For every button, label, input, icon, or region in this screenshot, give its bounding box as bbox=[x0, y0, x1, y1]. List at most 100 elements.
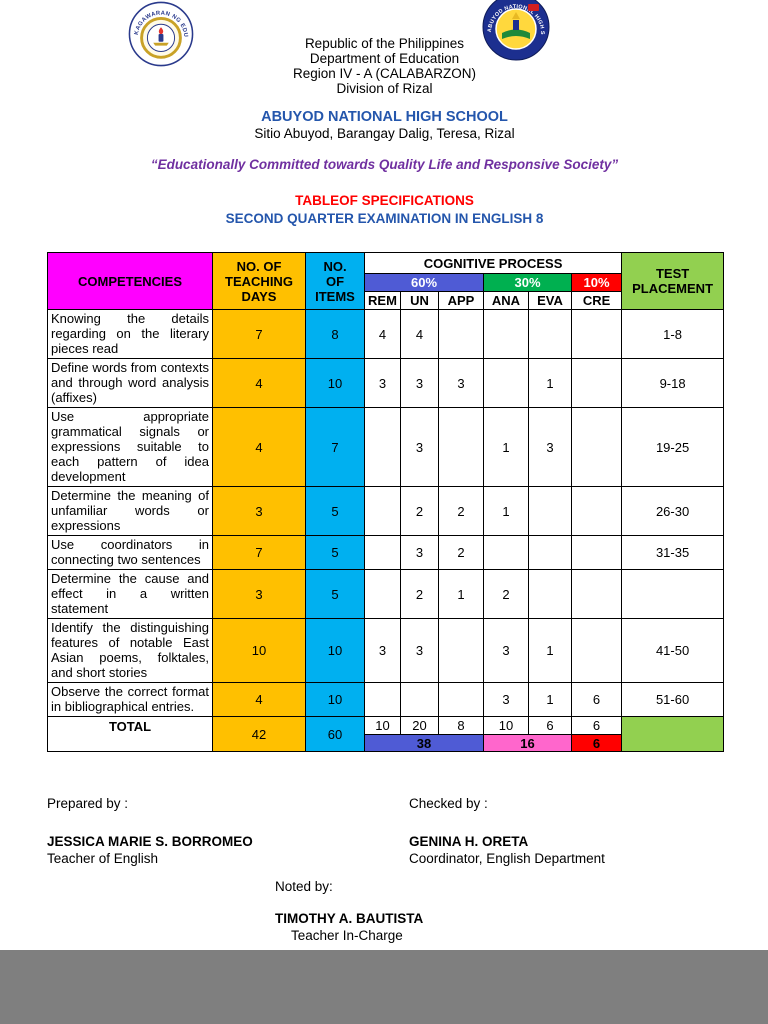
cre-cell bbox=[570, 618, 623, 683]
un-cell: 3 bbox=[400, 407, 439, 487]
col-header-cre: CRE bbox=[570, 291, 623, 310]
app-cell: 2 bbox=[438, 486, 484, 536]
total-10-percent-cell: 6 bbox=[570, 734, 623, 752]
app-cell bbox=[438, 309, 484, 359]
col-header-test-placement: TEST PLACEMENT bbox=[621, 252, 725, 310]
total-placement-cell bbox=[621, 716, 725, 752]
total-cre-cell: 6 bbox=[570, 716, 623, 735]
app-cell: 1 bbox=[438, 569, 484, 619]
ana-cell: 3 bbox=[483, 682, 529, 717]
rem-cell bbox=[364, 535, 401, 570]
total-60-percent-cell: 38 bbox=[364, 734, 484, 752]
col-header-rem: REM bbox=[364, 291, 401, 310]
ana-cell bbox=[483, 535, 529, 570]
noted-by-label: Noted by: bbox=[275, 879, 333, 894]
table-row: Determine the meaning of unfamiliar word… bbox=[47, 486, 725, 536]
table-row: Identify the distinguishing features of … bbox=[47, 618, 725, 683]
un-cell: 2 bbox=[400, 486, 439, 536]
eva-cell bbox=[528, 569, 572, 619]
col-header-ana: ANA bbox=[483, 291, 529, 310]
prepared-by-name: JESSICA MARIE S. BORROMEO bbox=[47, 834, 253, 849]
ana-cell: 1 bbox=[483, 407, 529, 487]
total-un-cell: 20 bbox=[400, 716, 439, 735]
cre-cell bbox=[570, 569, 623, 619]
cre-cell bbox=[570, 309, 623, 359]
gov-line-republic: Republic of the Philippines bbox=[304, 36, 465, 51]
prepared-by-block: Prepared by : JESSICA MARIE S. BORROMEO … bbox=[47, 796, 409, 867]
test-placement-cell: 19-25 bbox=[621, 407, 725, 487]
ana-cell: 3 bbox=[483, 618, 529, 683]
competency-cell: Determine the meaning of unfamiliar word… bbox=[47, 486, 213, 536]
competency-cell: Use appropriate grammatical signals or e… bbox=[47, 407, 213, 487]
total-group-row: 38 16 6 bbox=[48, 734, 724, 752]
col-header-10-percent: 10% bbox=[570, 273, 623, 292]
col-header-app: APP bbox=[438, 291, 484, 310]
table-row: Define words from contexts and through w… bbox=[47, 358, 725, 408]
rem-cell bbox=[364, 486, 401, 536]
col-header-eva: EVA bbox=[528, 291, 572, 310]
total-label-cell: TOTAL bbox=[47, 716, 213, 752]
ana-cell bbox=[483, 358, 529, 408]
checked-by-label: Checked by : bbox=[409, 796, 488, 811]
competency-cell: Define words from contexts and through w… bbox=[47, 358, 213, 408]
table-of-specifications: COMPETENCIES NO. OF TEACHING DAYS NO. OF… bbox=[47, 252, 725, 752]
rem-cell bbox=[364, 569, 401, 619]
col-header-cognitive-process: COGNITIVE PROCESS bbox=[363, 252, 623, 274]
total-items-cell: 60 bbox=[305, 716, 365, 752]
table-row: Use coordinators in connecting two sente… bbox=[47, 535, 725, 570]
col-header-30-percent: 30% bbox=[483, 273, 572, 292]
competency-cell: Identify the distinguishing features of … bbox=[47, 618, 213, 683]
rem-cell bbox=[364, 407, 401, 487]
table-row: Knowing the details regarding on the lit… bbox=[47, 309, 725, 359]
cre-cell bbox=[570, 486, 623, 536]
school-motto: “Educationally Committed towards Quality… bbox=[150, 157, 619, 172]
checked-by-role: Coordinator, English Department bbox=[409, 851, 605, 866]
items-cell: 10 bbox=[305, 358, 365, 408]
col-header-competencies: COMPETENCIES bbox=[47, 252, 213, 310]
noted-by-name: TIMOTHY A. BAUTISTA bbox=[275, 911, 424, 926]
test-placement-cell: 1-8 bbox=[621, 309, 725, 359]
document-content: KAGAWARAN NG EDUKASYON Republic of the P… bbox=[47, 0, 725, 943]
total-30-percent-cell: 16 bbox=[483, 734, 572, 752]
checked-by-block: Checked by : GENINA H. ORETA Coordinator… bbox=[409, 796, 605, 867]
competency-cell: Determine the cause and effect in a writ… bbox=[47, 569, 213, 619]
cre-cell bbox=[570, 358, 623, 408]
noted-by-role: Teacher In-Charge bbox=[291, 928, 403, 943]
competency-cell: Knowing the details regarding on the lit… bbox=[47, 309, 213, 359]
competency-cell: Use coordinators in connecting two sente… bbox=[47, 535, 213, 570]
teaching-days-cell: 4 bbox=[212, 358, 306, 408]
cre-cell: 6 bbox=[570, 682, 623, 717]
eva-cell bbox=[528, 486, 572, 536]
competency-cell: Observe the correct format in bibliograp… bbox=[47, 682, 213, 717]
header-row-2: 60% 30% 10% bbox=[48, 273, 724, 292]
document-subtitle: SECOND QUARTER EXAMINATION IN ENGLISH 8 bbox=[225, 211, 544, 226]
ana-cell: 1 bbox=[483, 486, 529, 536]
app-cell: 2 bbox=[438, 535, 484, 570]
table-row: Observe the correct format in bibliograp… bbox=[47, 682, 725, 717]
eva-cell: 1 bbox=[528, 358, 572, 408]
eva-cell: 1 bbox=[528, 618, 572, 683]
table-row: Use appropriate grammatical signals or e… bbox=[47, 407, 725, 487]
teaching-days-cell: 7 bbox=[212, 535, 306, 570]
app-cell: 3 bbox=[438, 358, 484, 408]
total-row: TOTAL 42 60 10 20 8 10 6 6 bbox=[47, 716, 725, 752]
items-cell: 5 bbox=[305, 569, 365, 619]
test-placement-cell: 41-50 bbox=[621, 618, 725, 683]
test-placement-cell: 31-35 bbox=[621, 535, 725, 570]
test-placement-cell: 26-30 bbox=[621, 486, 725, 536]
rem-cell: 3 bbox=[364, 618, 401, 683]
teaching-days-cell: 7 bbox=[212, 309, 306, 359]
teaching-days-cell: 3 bbox=[212, 569, 306, 619]
document-title: TABLEOF SPECIFICATIONS bbox=[295, 193, 474, 208]
gov-line-division: Division of Rizal bbox=[336, 81, 433, 96]
col-header-60-percent: 60% bbox=[364, 273, 484, 292]
teaching-days-cell: 4 bbox=[212, 407, 306, 487]
app-cell bbox=[438, 407, 484, 487]
un-cell: 3 bbox=[400, 358, 439, 408]
school-name: ABUYOD NATIONAL HIGH SCHOOL bbox=[261, 109, 508, 125]
rem-cell bbox=[364, 682, 401, 717]
cre-cell bbox=[570, 407, 623, 487]
rem-cell: 3 bbox=[364, 358, 401, 408]
teaching-days-cell: 3 bbox=[212, 486, 306, 536]
prepared-by-label: Prepared by : bbox=[47, 796, 129, 811]
